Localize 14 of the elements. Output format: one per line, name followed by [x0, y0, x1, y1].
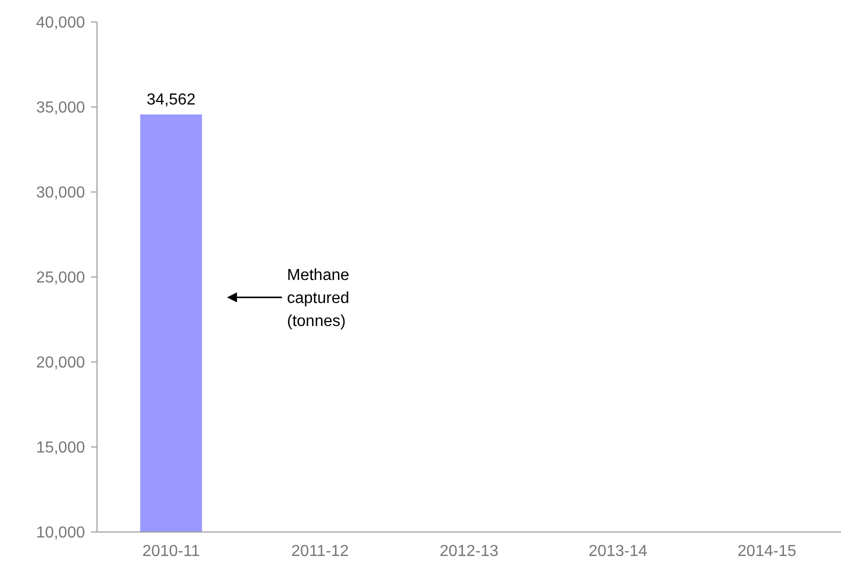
- y-tick-label: 25,000: [36, 270, 86, 287]
- x-tick-label: 2011-12: [291, 543, 349, 560]
- annotation: Methane captured (tonnes): [287, 267, 350, 330]
- y-tick-label: 10,000: [36, 524, 86, 542]
- y-tick-label: 35,000: [36, 100, 86, 117]
- x-tick-label: 2012-13: [440, 543, 498, 560]
- x-tick-label: 2014-15: [738, 543, 796, 560]
- x-tick-label: 2013-14: [588, 543, 648, 560]
- y-tick-label: 30,000: [36, 184, 86, 202]
- y-tick-label: 15,000: [36, 440, 86, 457]
- y-tick-label: 20,000: [36, 354, 86, 372]
- y-tick-label: 40,000: [36, 14, 86, 32]
- x-tick-label: 2010-11: [142, 543, 200, 560]
- data-label: 34,562: [146, 91, 196, 108]
